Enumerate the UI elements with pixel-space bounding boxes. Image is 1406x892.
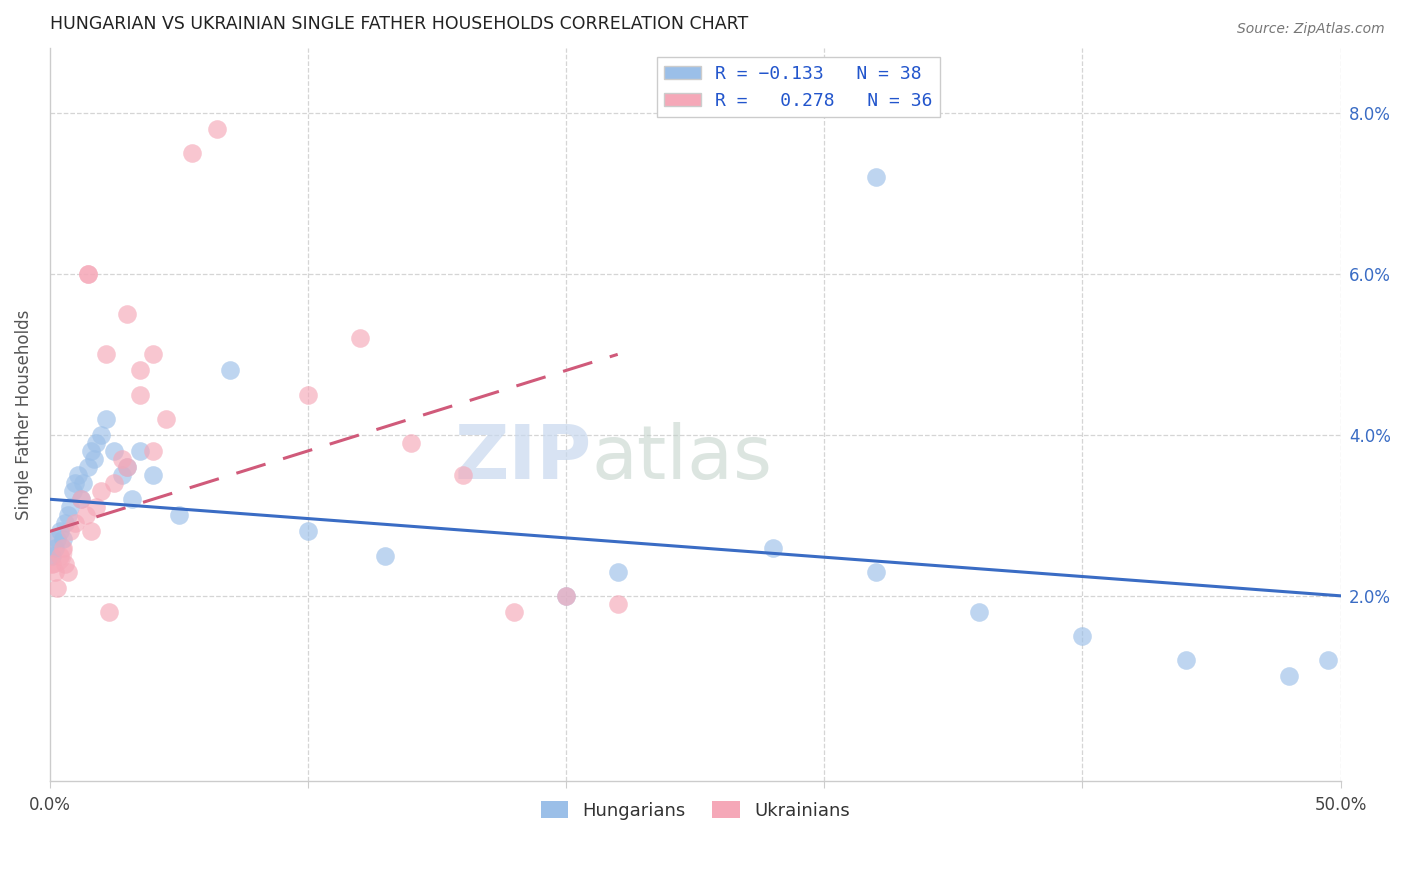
Point [399, 436, 422, 450]
Point [80, 444, 103, 458]
Point [44, 565, 66, 579]
Point [96, 411, 118, 425]
Point [129, 387, 152, 401]
Point [1278, 669, 1301, 683]
Point [121, 492, 143, 507]
Point [53, 516, 76, 531]
Point [84, 500, 107, 515]
Point [297, 524, 319, 539]
Point [129, 444, 152, 458]
Point [103, 444, 125, 458]
Point [84, 436, 107, 450]
Point [555, 589, 578, 603]
Point [451, 468, 474, 483]
Point [46, 581, 69, 595]
Point [72, 476, 94, 491]
Point [115, 460, 138, 475]
Point [90, 427, 112, 442]
Point [41, 549, 63, 563]
Point [49, 524, 72, 539]
Point [52, 541, 75, 555]
Point [1316, 653, 1339, 667]
Point [69, 492, 91, 507]
Point [606, 597, 628, 611]
Point [65, 516, 87, 531]
Point [762, 541, 785, 555]
Point [297, 387, 319, 401]
Point [111, 452, 134, 467]
Point [53, 557, 76, 571]
Point [56, 508, 79, 523]
Point [1174, 653, 1197, 667]
Point [56, 565, 79, 579]
Point [115, 307, 138, 321]
Point [59, 524, 82, 539]
Point [865, 565, 887, 579]
Point [865, 170, 887, 185]
Point [67, 468, 90, 483]
Point [59, 500, 82, 515]
Point [103, 476, 125, 491]
Point [967, 605, 990, 619]
Point [80, 524, 103, 539]
Point [142, 444, 165, 458]
Text: atlas: atlas [592, 422, 773, 495]
Point [39, 544, 62, 558]
Point [77, 267, 100, 281]
Point [115, 460, 138, 475]
Point [62, 484, 84, 499]
Text: ZIP: ZIP [454, 422, 592, 495]
Point [44, 541, 66, 555]
Point [96, 347, 118, 361]
Point [155, 411, 177, 425]
Point [41, 557, 63, 571]
Point [90, 484, 112, 499]
Point [349, 331, 371, 345]
Point [142, 347, 165, 361]
Point [83, 452, 105, 467]
Point [129, 363, 152, 377]
Point [77, 460, 100, 475]
Text: Source: ZipAtlas.com: Source: ZipAtlas.com [1237, 22, 1385, 37]
Point [207, 122, 229, 136]
Point [46, 533, 69, 547]
Y-axis label: Single Father Households: Single Father Households [15, 310, 32, 520]
Point [111, 468, 134, 483]
Point [219, 363, 242, 377]
Point [606, 565, 628, 579]
Point [555, 589, 578, 603]
Legend: Hungarians, Ukrainians: Hungarians, Ukrainians [533, 794, 858, 827]
Point [49, 549, 72, 563]
Point [52, 533, 75, 547]
Point [69, 492, 91, 507]
Point [77, 267, 100, 281]
Text: HUNGARIAN VS UKRAINIAN SINGLE FATHER HOUSEHOLDS CORRELATION CHART: HUNGARIAN VS UKRAINIAN SINGLE FATHER HOU… [49, 15, 748, 33]
Point [75, 508, 97, 523]
Point [65, 476, 87, 491]
Point [142, 468, 165, 483]
Point [167, 508, 190, 523]
Point [374, 549, 396, 563]
Point [503, 605, 526, 619]
Point [180, 146, 202, 161]
Point [1071, 629, 1094, 643]
Point [98, 605, 121, 619]
